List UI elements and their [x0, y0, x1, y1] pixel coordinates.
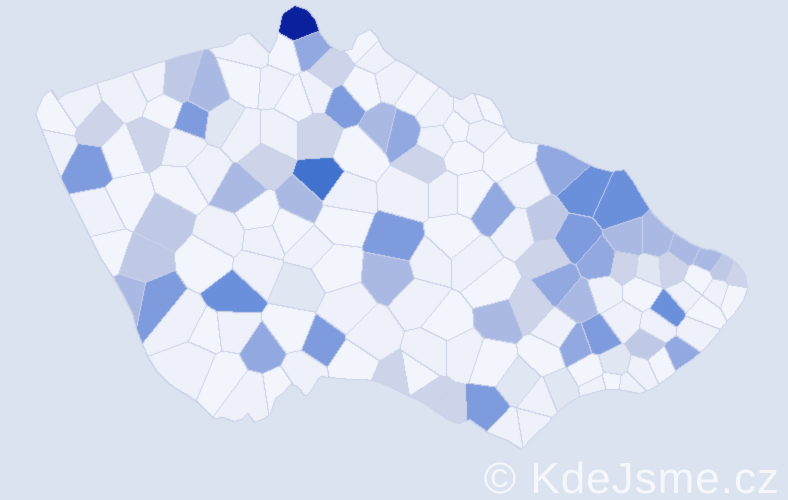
watermark: © KdeJsme.cz [483, 454, 780, 500]
